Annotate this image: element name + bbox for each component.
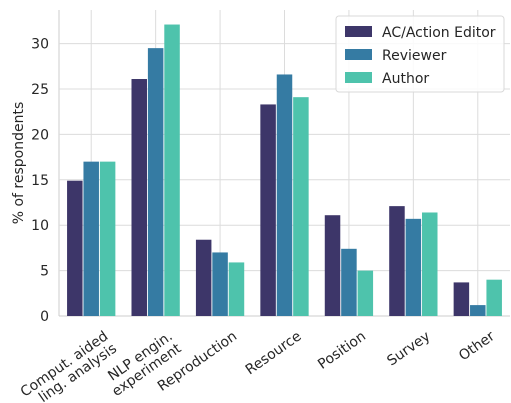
bar-ac-action-editor-1 (131, 79, 147, 316)
x-tick-label: NLP engin.experiment (105, 328, 184, 400)
bar-ac-action-editor-5 (389, 206, 405, 316)
y-tick-label: 10 (31, 218, 49, 234)
bar-reviewer-6 (470, 305, 486, 316)
bar-reviewer-0 (83, 161, 99, 316)
bar-reviewer-1 (147, 48, 164, 316)
bar-author-4 (357, 270, 374, 316)
legend: AC/Action Editor Reviewer Author (335, 15, 505, 93)
bar-ac-action-editor-2 (195, 239, 212, 316)
bar-reviewer-5 (405, 218, 422, 316)
x-tick-label: Other (456, 328, 498, 364)
x-tick-label: Survey (384, 328, 433, 369)
x-tick-label-line: Resource (243, 328, 305, 378)
x-tick-label-line: Position (315, 328, 369, 372)
y-tick-label: 25 (31, 82, 49, 98)
bar-author-6 (486, 279, 502, 316)
bar-author-3 (293, 97, 309, 317)
bar-author-1 (164, 24, 180, 316)
x-tick-label: Position (315, 328, 369, 372)
y-tick-label: 30 (31, 37, 49, 53)
bar-author-2 (228, 262, 245, 316)
x-tick-label-line: Survey (384, 328, 433, 369)
legend-label: Reviewer (382, 48, 447, 64)
legend-swatch (345, 49, 372, 60)
legend-label: Author (382, 71, 429, 87)
legend-frame (335, 15, 505, 93)
legend-label: AC/Action Editor (382, 25, 496, 41)
bar-ac-action-editor-6 (453, 282, 470, 316)
bars (67, 24, 502, 317)
y-tick-label: 5 (40, 264, 49, 280)
x-tick-label: Resource (243, 328, 305, 378)
bar-reviewer-4 (341, 248, 357, 316)
bar-ac-action-editor-0 (67, 180, 83, 316)
bar-reviewer-2 (212, 252, 228, 316)
y-tick-label: 20 (31, 127, 49, 143)
y-axis-label: % of respondents (11, 102, 27, 225)
legend-swatch (345, 72, 372, 83)
y-tick-label: 0 (40, 309, 49, 325)
bar-author-0 (99, 161, 116, 316)
bar-ac-action-editor-3 (260, 104, 276, 317)
bar-reviewer-3 (276, 74, 293, 316)
x-tick-label-line: Other (456, 328, 498, 364)
bar-ac-action-editor-4 (324, 215, 341, 316)
legend-swatch (345, 26, 372, 37)
y-axis: 0 5 10 15 20 25 30 (31, 37, 49, 325)
bar-author-5 (422, 212, 438, 316)
y-tick-label: 15 (31, 173, 49, 189)
